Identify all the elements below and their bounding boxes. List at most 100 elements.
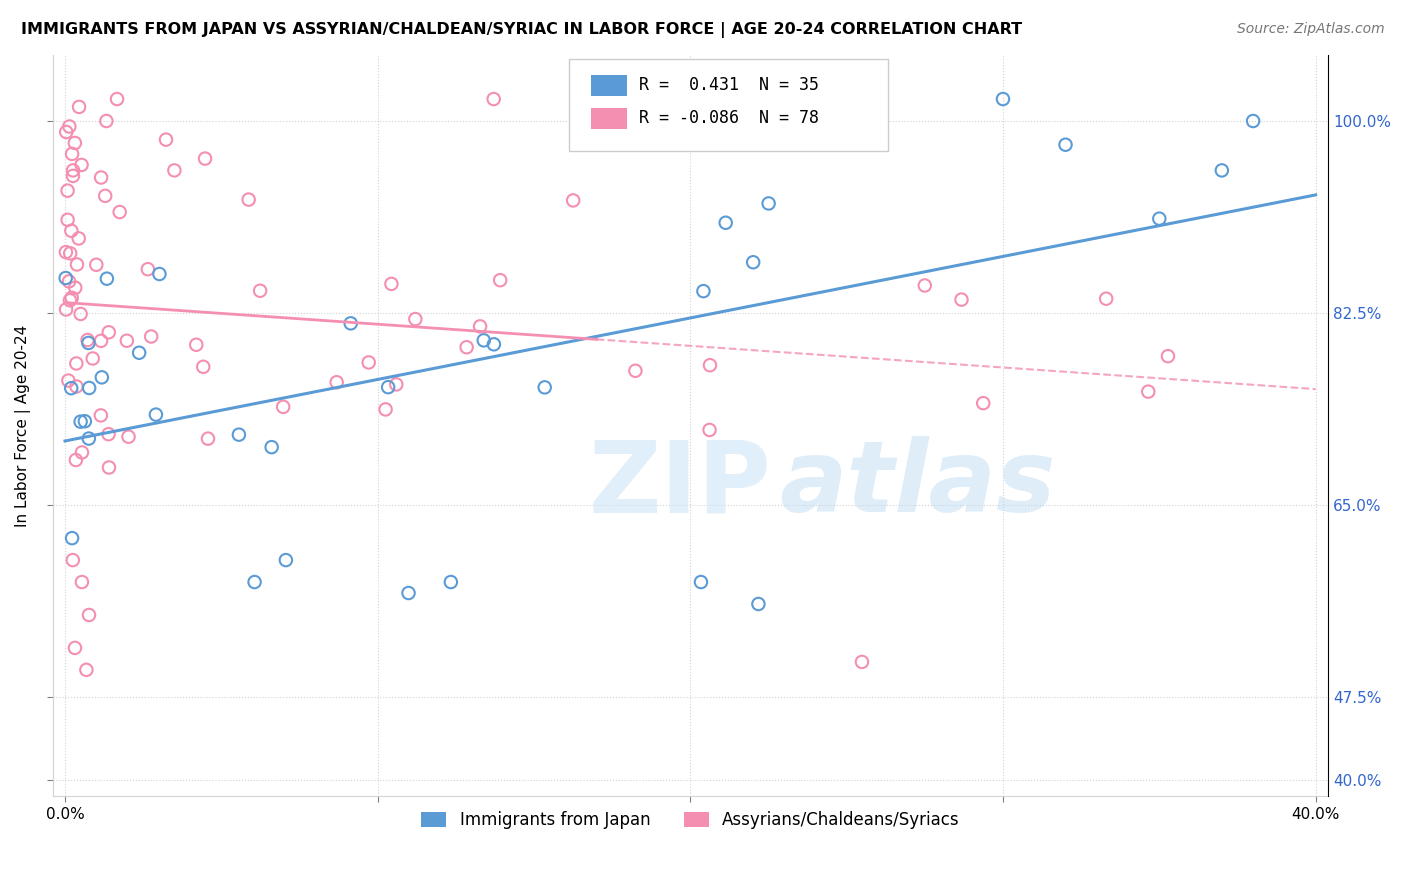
Point: [163, 163, 186, 178]
Point: [55, 271, 77, 285]
Point: [76, 333, 98, 347]
Point: [65, 281, 87, 295]
Text: IMMIGRANTS FROM JAPAN VS ASSYRIAN/CHALDEAN/SYRIAC IN LABOR FORCE | AGE 20-24 COR: IMMIGRANTS FROM JAPAN VS ASSYRIAN/CHALDE…: [21, 22, 1022, 38]
Point: [404, 312, 426, 326]
Point: [105, 92, 128, 106]
Point: [914, 278, 936, 293]
Text: R =  0.431  N = 35: R = 0.431 N = 35: [640, 76, 820, 94]
Point: [699, 358, 721, 372]
Point: [70, 445, 93, 459]
Point: [60, 291, 83, 305]
Point: [73, 414, 96, 428]
Point: [58, 274, 80, 288]
Text: ZIP: ZIP: [588, 436, 770, 533]
Point: [128, 345, 150, 359]
Point: [62, 163, 84, 178]
Point: [325, 376, 347, 390]
Point: [197, 432, 219, 446]
Text: atlas: atlas: [779, 436, 1056, 533]
Point: [186, 338, 208, 352]
Point: [1137, 384, 1160, 399]
Point: [86, 258, 108, 272]
Point: [58, 120, 80, 134]
Point: [65, 356, 87, 370]
Legend: Immigrants from Japan, Assyrians/Chaldeans/Syriacs: Immigrants from Japan, Assyrians/Chaldea…: [415, 805, 966, 836]
Point: [65, 453, 87, 467]
Point: [60, 224, 83, 238]
Point: [59, 246, 82, 260]
Point: [950, 293, 973, 307]
Point: [1149, 211, 1171, 226]
Point: [472, 334, 495, 348]
Point: [1157, 349, 1180, 363]
Point: [562, 194, 585, 208]
Point: [228, 427, 250, 442]
Point: [238, 193, 260, 207]
Point: [377, 380, 399, 394]
Y-axis label: In Labor Force | Age 20-24: In Labor Force | Age 20-24: [15, 325, 31, 527]
Point: [90, 370, 112, 384]
Point: [77, 607, 100, 622]
Point: [117, 430, 139, 444]
Point: [374, 402, 396, 417]
Bar: [591, 75, 627, 96]
Point: [55, 125, 77, 139]
Point: [115, 334, 138, 348]
Point: [489, 273, 512, 287]
Point: [58, 374, 80, 388]
Point: [75, 663, 97, 677]
Bar: [591, 109, 627, 129]
Point: [69, 415, 91, 429]
Point: [67, 231, 90, 245]
Point: [456, 340, 478, 354]
Point: [243, 575, 266, 590]
Point: [59, 293, 82, 308]
Point: [699, 423, 721, 437]
Point: [339, 317, 361, 331]
Point: [82, 351, 104, 366]
Point: [96, 271, 118, 285]
Point: [851, 655, 873, 669]
Point: [90, 334, 112, 348]
Point: [260, 440, 283, 454]
Point: [714, 216, 737, 230]
Point: [77, 381, 100, 395]
Point: [66, 257, 89, 271]
Point: [440, 575, 463, 590]
Point: [70, 158, 93, 172]
Point: [56, 212, 79, 227]
FancyBboxPatch shape: [569, 59, 889, 152]
Point: [398, 586, 420, 600]
Point: [90, 170, 112, 185]
Point: [271, 400, 294, 414]
Point: [1241, 114, 1264, 128]
Point: [96, 114, 118, 128]
Point: [692, 284, 714, 298]
Point: [69, 307, 91, 321]
Point: [56, 184, 79, 198]
Point: [55, 302, 77, 317]
Point: [1054, 137, 1077, 152]
Point: [972, 396, 994, 410]
Point: [70, 575, 93, 590]
Point: [98, 460, 121, 475]
Point: [533, 380, 555, 394]
Point: [141, 329, 163, 343]
Point: [482, 92, 505, 106]
Point: [482, 337, 505, 351]
Point: [155, 133, 177, 147]
Point: [747, 597, 769, 611]
Point: [249, 284, 271, 298]
Point: [742, 255, 765, 269]
Point: [136, 262, 159, 277]
Point: [357, 355, 380, 369]
Text: Source: ZipAtlas.com: Source: ZipAtlas.com: [1237, 22, 1385, 37]
Point: [62, 169, 84, 183]
Point: [90, 409, 112, 423]
Point: [97, 427, 120, 442]
Point: [63, 640, 86, 655]
Point: [60, 147, 83, 161]
Point: [77, 335, 100, 350]
Point: [385, 377, 408, 392]
Point: [380, 277, 402, 291]
